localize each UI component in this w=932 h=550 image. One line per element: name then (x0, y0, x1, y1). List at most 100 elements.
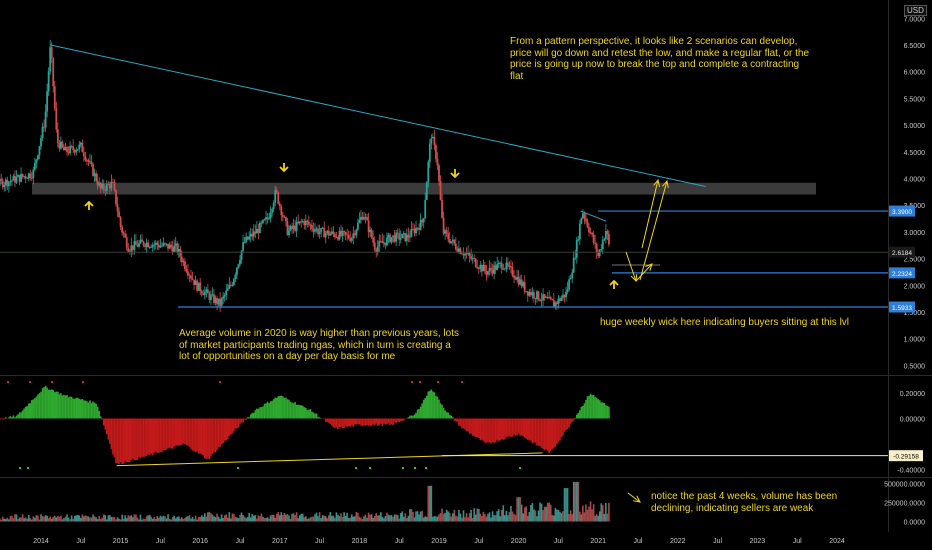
oscillator-bar (242, 418, 244, 423)
price-candle (144, 243, 146, 251)
price-candle (202, 289, 205, 296)
price-candle (456, 246, 459, 253)
volume-bar (383, 518, 385, 522)
signal-dot-green (519, 467, 521, 469)
price-candle (196, 279, 199, 293)
volume-bar (367, 512, 370, 522)
volume-bar (419, 511, 422, 522)
oscillator-bar (119, 418, 122, 463)
price-candle (127, 242, 130, 253)
candle-body (433, 136, 436, 146)
candle-body (14, 175, 16, 183)
candle-body (557, 298, 560, 305)
volume-bar (115, 519, 117, 522)
volume-bar (67, 517, 70, 522)
price-tag-text: 1.5933 (892, 305, 912, 312)
candle-body (301, 221, 304, 223)
price-candle (356, 218, 359, 231)
volume-bar (118, 518, 120, 522)
candle-body (545, 297, 548, 299)
price-candle (289, 224, 292, 232)
price-candle (506, 257, 509, 270)
volume-bar (352, 516, 355, 522)
volume-bar (280, 512, 283, 522)
price-candle (531, 287, 534, 300)
candle-body (536, 291, 538, 300)
price-candle (324, 230, 327, 244)
candle-body (257, 228, 260, 234)
volume-bar (594, 515, 596, 522)
candle-body (260, 222, 263, 224)
candle-body (205, 289, 208, 292)
candle-body (523, 282, 526, 292)
volume-bar (228, 512, 231, 522)
candle-body (18, 175, 21, 182)
resistance-zone-rect (32, 182, 816, 195)
price-candle (412, 222, 414, 231)
price-candle (18, 174, 21, 186)
price-candle (451, 234, 454, 246)
oscillator-bar (76, 397, 79, 419)
volume-bar (275, 513, 278, 522)
volume-bar (404, 513, 407, 522)
price-candle (468, 251, 471, 263)
price-candle (177, 243, 180, 258)
volume-bar (539, 502, 541, 522)
candle-body (99, 182, 102, 189)
price-candle (586, 218, 589, 229)
oscillator-bar (52, 390, 55, 419)
price-candle (194, 275, 197, 286)
price-candle (220, 297, 223, 308)
oscillator-bar (301, 405, 304, 419)
time-tick-label: 2018 (352, 538, 368, 545)
oscillator-bar (528, 418, 531, 441)
candle-body (456, 249, 459, 252)
candle-body (40, 138, 42, 147)
oscillator-bar (314, 413, 316, 419)
oscillator-bar (92, 401, 94, 419)
oscillator-bar (272, 399, 275, 419)
candle-body (441, 199, 443, 218)
price-candle (206, 283, 209, 294)
oscillator-bar (326, 418, 329, 422)
oscillator-bar (551, 418, 554, 450)
candle-body (436, 159, 439, 166)
price-candle (157, 240, 160, 251)
candle-body (427, 161, 430, 183)
oscillator-bar (153, 418, 156, 453)
candle-body (139, 239, 142, 244)
candle-body (581, 213, 584, 218)
price-candle (522, 280, 525, 289)
oscillator-bar (122, 418, 125, 464)
volume-bar (11, 515, 13, 522)
oscillator-bar (392, 418, 394, 426)
candle-body (332, 231, 335, 234)
price-candle (112, 178, 114, 183)
price-candle (337, 235, 339, 242)
oscillator-bar (381, 418, 384, 427)
candle-body (477, 268, 480, 270)
price-candle (485, 264, 488, 281)
volume-bar (415, 511, 417, 522)
price-candle (367, 212, 370, 238)
oscillator-bar (182, 418, 185, 444)
candle-body (326, 230, 329, 234)
oscillator-bar (113, 418, 116, 458)
candle-body (510, 265, 512, 268)
price-candle (254, 224, 257, 239)
oscillator-bar (370, 418, 373, 426)
price-candle (448, 231, 451, 245)
candle-body (108, 184, 111, 189)
price-candle (151, 242, 154, 253)
candle-body (87, 160, 90, 162)
volume-bar (99, 518, 102, 522)
volume-bar (490, 517, 492, 522)
candle-body (216, 298, 218, 305)
price-candle (3, 181, 6, 192)
candle-body (263, 219, 266, 221)
candle-body (266, 217, 269, 220)
oscillator-bar (0, 418, 2, 420)
candle-body (565, 291, 567, 298)
volume-bar (9, 516, 12, 522)
